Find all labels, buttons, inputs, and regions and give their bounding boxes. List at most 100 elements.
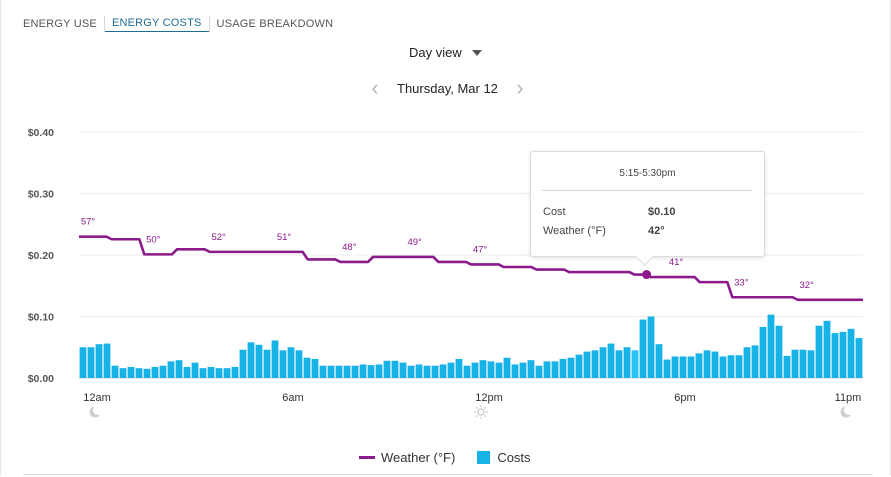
cost-bar bbox=[583, 351, 591, 378]
cost-bar bbox=[423, 365, 431, 378]
moon-icon-cut bbox=[844, 405, 854, 415]
cost-bar bbox=[647, 316, 655, 378]
cost-bar bbox=[399, 362, 407, 378]
cost-bar bbox=[239, 349, 247, 378]
weather-data-label: 47° bbox=[473, 244, 488, 255]
cost-bar bbox=[703, 350, 711, 378]
cost-bar bbox=[111, 365, 119, 378]
weather-data-label: 41° bbox=[669, 257, 684, 268]
tab-bar: ENERGY USE ENERGY COSTS USAGE BREAKDOWN bbox=[23, 15, 340, 32]
cost-bar bbox=[375, 364, 383, 378]
cost-bar bbox=[711, 351, 719, 378]
tooltip-weather-value: 42° bbox=[648, 225, 665, 237]
legend-costs-label[interactable]: Costs bbox=[497, 450, 531, 465]
cost-bar bbox=[615, 350, 623, 378]
cost-bar bbox=[815, 325, 823, 378]
sun-icon-ray bbox=[475, 406, 478, 409]
view-selector[interactable]: Day view bbox=[409, 45, 482, 60]
cost-bar bbox=[735, 355, 743, 378]
cost-bar bbox=[311, 358, 319, 378]
cost-bar bbox=[631, 350, 639, 378]
cost-bar bbox=[791, 349, 799, 378]
tooltip-divider bbox=[542, 190, 752, 191]
cost-bar bbox=[383, 360, 391, 378]
cost-bar bbox=[119, 368, 127, 378]
cost-bar bbox=[751, 345, 759, 378]
cost-bar bbox=[87, 347, 95, 378]
cost-bar bbox=[679, 356, 687, 378]
cost-bar bbox=[415, 364, 423, 378]
cost-bar bbox=[495, 362, 503, 378]
cost-bar bbox=[143, 368, 151, 378]
cost-bar bbox=[807, 350, 815, 378]
cost-bar bbox=[799, 349, 807, 378]
cost-bar bbox=[263, 349, 271, 378]
cost-bar bbox=[639, 319, 647, 378]
cost-bar bbox=[127, 366, 135, 378]
cost-bar bbox=[487, 361, 495, 378]
weather-point-marker bbox=[642, 270, 652, 280]
cost-bar bbox=[527, 360, 535, 378]
energy-cost-chart[interactable]: $0.00 $0.10 $0.20 $0.30 $0.40 57° 50° 52° 51° 48… bbox=[1, 0, 891, 440]
cost-bar bbox=[567, 357, 575, 378]
tab-usage-breakdown[interactable]: USAGE BREAKDOWN bbox=[216, 17, 334, 30]
weather-data-label: 50° bbox=[146, 234, 161, 245]
moon-icon-cut bbox=[93, 405, 103, 415]
weather-data-label: 52° bbox=[211, 232, 226, 243]
previous-day-button[interactable]: ‹ bbox=[371, 75, 379, 100]
cost-bar bbox=[327, 365, 335, 378]
cost-bar bbox=[575, 354, 583, 378]
tooltip-cost-label: Cost bbox=[543, 206, 566, 218]
weather-data-label: 49° bbox=[407, 237, 422, 248]
cost-bar bbox=[775, 325, 783, 378]
cost-bar bbox=[199, 368, 207, 378]
sun-icon-core bbox=[477, 408, 485, 416]
cost-bar bbox=[559, 358, 567, 378]
cost-bar bbox=[767, 314, 775, 378]
cost-bar bbox=[431, 365, 439, 378]
chart-legend: Weather (°F) Costs bbox=[359, 450, 531, 465]
chart-tooltip: 5:15-5:30pm Cost $0.10 Weather (°F) 42° bbox=[530, 151, 765, 266]
card-bottom-divider bbox=[23, 474, 873, 475]
cost-bar bbox=[103, 343, 111, 378]
legend-weather-swatch bbox=[359, 456, 375, 459]
next-day-button[interactable]: › bbox=[516, 75, 524, 100]
cost-bar bbox=[551, 361, 559, 378]
cost-bar bbox=[719, 356, 727, 378]
tab-energy-costs[interactable]: ENERGY COSTS bbox=[104, 15, 209, 32]
cost-bar bbox=[479, 360, 487, 378]
cost-bar bbox=[607, 343, 615, 378]
cost-bar bbox=[295, 350, 303, 378]
cost-bar bbox=[247, 342, 255, 378]
view-selector-label: Day view bbox=[409, 45, 462, 60]
legend-weather-label[interactable]: Weather (°F) bbox=[381, 450, 456, 465]
cost-bar bbox=[207, 366, 215, 378]
cost-bar bbox=[151, 366, 159, 378]
cost-bar bbox=[447, 362, 455, 378]
cost-bar bbox=[471, 362, 479, 378]
weather-line-path bbox=[79, 235, 863, 302]
x-axis: 12am 6am 12pm 6pm 11pm bbox=[83, 392, 861, 419]
weather-data-label: 48° bbox=[342, 242, 357, 253]
tooltip-weather-label: Weather (°F) bbox=[543, 225, 606, 237]
x-tick-label: 12am bbox=[83, 392, 111, 404]
cost-bar bbox=[335, 365, 343, 378]
cost-bar bbox=[743, 347, 751, 378]
cost-bar bbox=[287, 347, 295, 378]
cost-bar bbox=[759, 326, 767, 378]
cost-bar bbox=[687, 356, 695, 378]
cost-bar bbox=[159, 365, 167, 378]
cost-bar bbox=[831, 333, 839, 378]
cost-bar bbox=[439, 364, 447, 378]
x-tick-label: 11pm bbox=[835, 392, 862, 404]
cost-bar bbox=[167, 361, 175, 378]
tooltip-cost-value: $0.10 bbox=[648, 206, 676, 218]
chevron-down-icon bbox=[471, 50, 482, 56]
date-label: Thursday, Mar 12 bbox=[397, 80, 498, 96]
cost-bar bbox=[343, 365, 351, 378]
cost-bar bbox=[319, 365, 327, 378]
tab-energy-use[interactable]: ENERGY USE bbox=[23, 17, 97, 30]
y-tick-label: $0.00 bbox=[28, 373, 54, 385]
cost-bar bbox=[823, 320, 831, 378]
cost-bar bbox=[183, 366, 191, 378]
